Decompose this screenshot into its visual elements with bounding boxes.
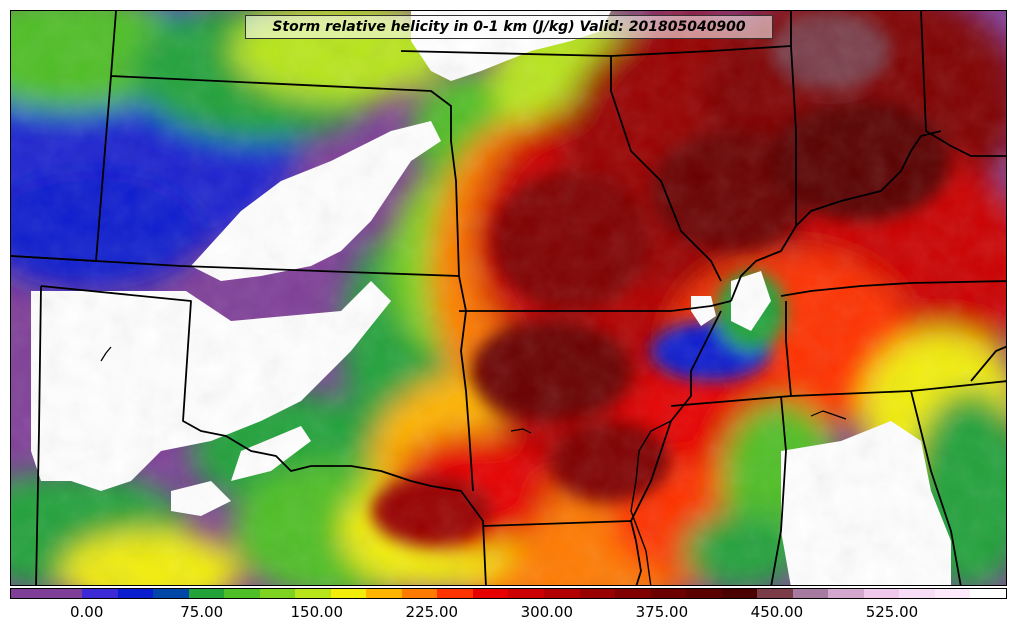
colorbar-swatch xyxy=(579,589,616,598)
helicity-field xyxy=(11,11,1006,585)
colorbar-swatch xyxy=(686,589,722,598)
colorbar-swatch xyxy=(82,589,118,598)
colorbar-swatch xyxy=(543,589,580,598)
colorbar-tick-label: 375.00 xyxy=(635,603,689,621)
colorbar-swatch xyxy=(828,589,864,598)
colorbar-swatch xyxy=(792,589,829,598)
state-boundaries xyxy=(11,11,1006,585)
colorbar-swatch xyxy=(153,589,189,598)
colorbar-swatch xyxy=(46,589,83,598)
colorbar-tick-labels: 0.00 75.00 150.00 225.00 300.00 375.00 450.00 5… xyxy=(10,600,1007,624)
colorbar-swatch xyxy=(259,589,296,598)
colorbar-swatch xyxy=(330,589,367,598)
colorbar-tick-label: 225.00 xyxy=(405,603,459,621)
colorbar-tick-label: 450.00 xyxy=(750,603,804,621)
colorbar-swatch xyxy=(615,589,651,598)
colorbar-swatch xyxy=(508,589,544,598)
colorbar-swatch xyxy=(437,589,473,598)
colorbar-tick-label: 0.00 xyxy=(69,603,104,621)
colorbar-swatch xyxy=(366,589,402,598)
colorbar-swatch xyxy=(970,589,1006,598)
colorbar-tick-label: 75.00 xyxy=(180,603,224,621)
map-title: Storm relative helicity in 0-1 km (J/kg)… xyxy=(245,15,773,39)
colorbar-swatch xyxy=(224,589,260,598)
colorbar-swatch xyxy=(650,589,687,598)
colorbar-swatch xyxy=(721,589,758,598)
colorbar-swatch xyxy=(472,589,509,598)
colorbar xyxy=(10,588,1007,599)
colorbar-swatch xyxy=(899,589,935,598)
colorbar-swatch xyxy=(11,589,47,598)
helicity-map xyxy=(11,11,1006,585)
colorbar-swatch xyxy=(934,589,971,598)
colorbar-swatch xyxy=(117,589,154,598)
colorbar-swatch xyxy=(863,589,900,598)
colorbar-tick-label: 300.00 xyxy=(520,603,574,621)
colorbar-swatch xyxy=(401,589,438,598)
colorbar-swatch xyxy=(757,589,793,598)
colorbar-swatch xyxy=(295,589,331,598)
map-panel xyxy=(10,10,1007,586)
colorbar-swatch xyxy=(188,589,225,598)
colorbar-tick-label: 525.00 xyxy=(865,603,919,621)
colorbar-tick-label: 150.00 xyxy=(290,603,344,621)
